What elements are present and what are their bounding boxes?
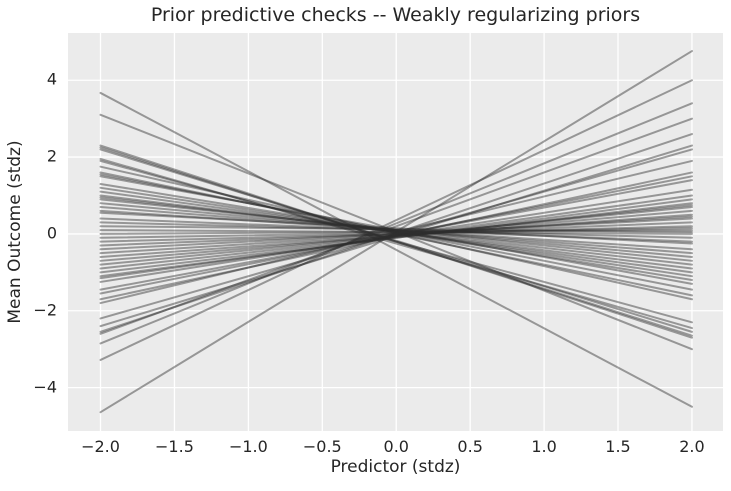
prior-draw-line bbox=[99, 133, 693, 333]
prior-draw-line bbox=[99, 148, 693, 333]
y-tick-label: 0 bbox=[46, 223, 57, 243]
plot-area bbox=[68, 33, 723, 431]
x-tick-label: −0.5 bbox=[302, 437, 342, 456]
prior-draw-line bbox=[99, 229, 693, 235]
x-axis-label: Predictor (stdz) bbox=[330, 457, 461, 477]
prior-draw-line bbox=[99, 206, 693, 266]
x-tick-label: 1.5 bbox=[605, 437, 631, 456]
prior-draw-line bbox=[99, 144, 693, 328]
prior-draw-line bbox=[99, 182, 693, 282]
x-tick-label: 0.0 bbox=[383, 437, 409, 456]
prior-draw-line bbox=[99, 202, 693, 258]
prior-draw-line bbox=[99, 175, 693, 285]
y-tick-labels: −4 −2 0 2 4 bbox=[0, 33, 62, 431]
prior-draw-line bbox=[99, 91, 693, 408]
x-tick-labels: −2.0 −1.5 −1.0 −0.5 0.0 0.5 1.0 1.5 2.0 bbox=[68, 437, 723, 457]
prior-draw-line bbox=[99, 159, 693, 324]
prior-draw-line bbox=[99, 171, 693, 301]
x-tick-label: 0.5 bbox=[457, 437, 483, 456]
prior-draw-line bbox=[99, 221, 693, 247]
x-tick-label: −1.5 bbox=[155, 437, 194, 456]
prior-draw-line bbox=[99, 209, 693, 251]
chart-title: Prior predictive checks -- Weakly regula… bbox=[150, 4, 641, 26]
prior-draw-line bbox=[99, 213, 693, 258]
prior-draw-line bbox=[99, 102, 693, 345]
prior-draw-line bbox=[99, 215, 693, 255]
prior-draw-line bbox=[99, 217, 693, 251]
prior-draw-line bbox=[99, 165, 693, 301]
prior-draw-line bbox=[99, 50, 693, 414]
prior-draw-line bbox=[99, 186, 693, 278]
y-tick-label: −2 bbox=[33, 300, 57, 320]
prior-draw-line bbox=[99, 227, 693, 239]
prior-draw-line bbox=[99, 194, 693, 270]
prior-draw-line bbox=[99, 225, 693, 243]
x-tick-label: −1.0 bbox=[228, 437, 268, 456]
prior-draw-line bbox=[99, 198, 693, 262]
prior-draw-line bbox=[99, 217, 693, 243]
prior-draw-line bbox=[99, 175, 693, 295]
x-tick-label: −2.0 bbox=[81, 437, 120, 456]
prior-draw-line bbox=[99, 190, 693, 274]
plot-background bbox=[68, 33, 723, 431]
prior-draw-line bbox=[99, 202, 693, 274]
prior-draw-line bbox=[99, 173, 693, 291]
y-tick-label: 4 bbox=[46, 69, 57, 89]
prior-draw-line bbox=[99, 146, 693, 337]
y-axis-label: Mean Outcome (stdz) bbox=[5, 140, 25, 324]
prior-draw-line bbox=[99, 171, 693, 297]
prior-draw-line bbox=[99, 158, 693, 330]
prior-draw-line bbox=[99, 209, 693, 262]
x-tick-label: 2.0 bbox=[679, 437, 705, 456]
plot-canvas bbox=[68, 33, 723, 431]
prior-draw-line bbox=[99, 196, 693, 266]
prior-draw-line bbox=[99, 117, 693, 335]
prior-draw-line bbox=[99, 211, 693, 245]
y-tick-label: −4 bbox=[33, 377, 57, 397]
prior-draw-line bbox=[99, 198, 693, 278]
prior-draw-line bbox=[99, 194, 693, 280]
prior-draw-line bbox=[99, 204, 693, 270]
y-tick-label: 2 bbox=[46, 146, 57, 166]
prior-draw-line bbox=[99, 144, 693, 339]
prior-draw-line bbox=[99, 159, 693, 305]
prior-draw-line bbox=[99, 229, 693, 235]
prior-draw-line bbox=[99, 79, 693, 361]
prior-draw-line bbox=[99, 148, 693, 320]
prior-draw-line bbox=[99, 206, 693, 255]
prior-draw-line bbox=[99, 221, 693, 239]
prior-draw-line bbox=[99, 113, 693, 351]
prior-draw-line bbox=[99, 225, 693, 233]
prior-draw-line bbox=[99, 188, 693, 283]
prior-draw-line bbox=[99, 179, 693, 291]
x-tick-label: 1.0 bbox=[531, 437, 557, 456]
